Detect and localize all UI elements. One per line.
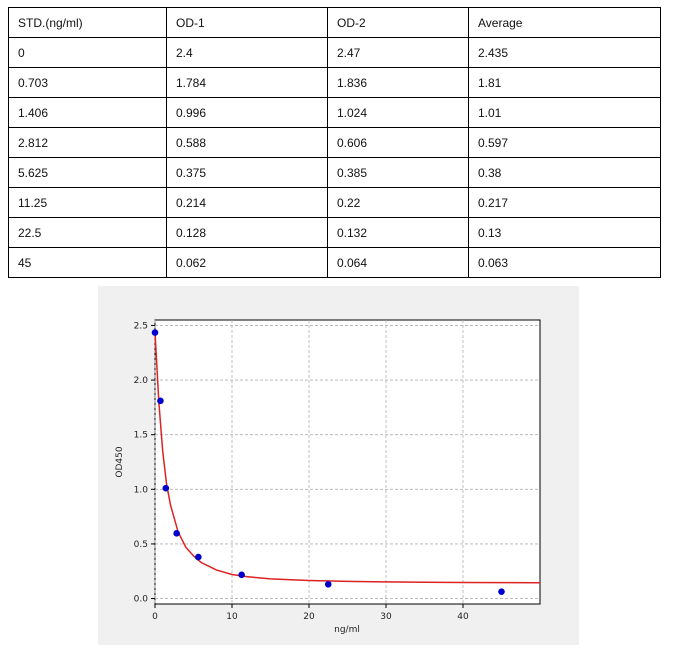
grid-lines <box>154 320 540 604</box>
x-axis-ticks: 0 10 20 30 40 <box>152 604 469 622</box>
table-row: 22.5 0.128 0.132 0.13 <box>8 217 661 248</box>
chart-svg: 0 10 20 30 40 0.0 0.5 1.0 1.5 2.0 2.5 ng/ml OD450 <box>115 319 541 635</box>
header-std: STD.(ng/ml) <box>8 7 167 38</box>
cell-average: 0.38 <box>468 157 661 188</box>
data-point <box>195 553 202 561</box>
data-point <box>162 484 170 492</box>
cell-std: 45 <box>8 247 167 278</box>
cell-average: 0.13 <box>468 217 661 248</box>
table-row: 11.25 0.214 0.22 0.217 <box>8 187 661 218</box>
x-tick-label: 0 <box>152 612 158 622</box>
cell-od2: 0.064 <box>327 247 469 278</box>
data-point <box>173 530 180 537</box>
cell-od1: 0.375 <box>166 157 328 188</box>
cell-average: 0.217 <box>468 187 661 218</box>
y-axis-ticks: 0.0 0.5 1.0 1.5 2.0 2.5 <box>134 321 155 605</box>
x-tick-label: 30 <box>380 612 392 622</box>
data-point <box>157 397 164 405</box>
y-tick-label: 2.0 <box>134 376 149 386</box>
cell-average: 1.81 <box>468 67 661 98</box>
cell-od1: 2.4 <box>166 37 328 68</box>
y-tick-label: 0.0 <box>134 595 149 605</box>
cell-od2: 0.132 <box>327 217 469 248</box>
y-tick-label: 1.5 <box>134 431 148 441</box>
cell-std: 0 <box>8 37 167 68</box>
table-row: 1.406 0.996 1.024 1.01 <box>8 97 661 128</box>
table-header-row: STD.(ng/ml) OD-1 OD-2 Average <box>8 7 661 38</box>
y-tick-label: 2.5 <box>134 321 148 331</box>
cell-od1: 1.784 <box>166 67 328 98</box>
table-row: 2.812 0.588 0.606 0.597 <box>8 127 661 158</box>
x-tick-label: 40 <box>457 612 469 622</box>
cell-od2: 1.024 <box>327 97 469 128</box>
header-od1: OD-1 <box>166 7 328 38</box>
data-point <box>498 588 505 595</box>
table-row: 0.703 1.784 1.836 1.81 <box>8 67 661 98</box>
cell-od2: 0.385 <box>327 157 469 188</box>
cell-std: 5.625 <box>8 157 167 188</box>
cell-od1: 0.128 <box>166 217 328 248</box>
cell-od1: 0.588 <box>166 127 328 158</box>
data-point <box>151 329 159 336</box>
header-od2: OD-2 <box>327 7 469 38</box>
cell-average: 2.435 <box>468 37 661 68</box>
y-tick-label: 0.5 <box>134 540 148 550</box>
cell-average: 1.01 <box>468 97 661 128</box>
cell-std: 11.25 <box>8 187 167 218</box>
cell-average: 0.063 <box>468 247 661 278</box>
x-tick-label: 10 <box>226 612 238 622</box>
cell-std: 22.5 <box>8 217 167 248</box>
table-row: 45 0.062 0.064 0.063 <box>8 247 661 278</box>
standard-curve-chart: 0 10 20 30 40 0.0 0.5 1.0 1.5 2.0 2.5 ng/ml OD450 <box>98 286 579 645</box>
cell-od2: 2.47 <box>327 37 469 68</box>
y-axis-label: OD450 <box>115 446 125 477</box>
cell-od1: 0.214 <box>166 187 328 218</box>
cell-std: 0.703 <box>8 67 167 98</box>
data-points <box>151 329 505 595</box>
x-tick-label: 20 <box>303 612 315 622</box>
cell-std: 2.812 <box>8 127 167 158</box>
table-row: 0 2.4 2.47 2.435 <box>8 37 661 68</box>
cell-od1: 0.996 <box>166 97 328 128</box>
data-point <box>324 581 332 588</box>
cell-std: 1.406 <box>8 97 167 128</box>
x-axis-label: ng/ml <box>334 625 360 635</box>
plot-area <box>154 319 541 605</box>
cell-od1: 0.062 <box>166 247 328 278</box>
data-point <box>238 571 245 579</box>
standard-curve-table: STD.(ng/ml) OD-1 OD-2 Average 0 2.4 2.47… <box>8 7 661 278</box>
cell-od2: 1.836 <box>327 67 469 98</box>
cell-od2: 0.606 <box>327 127 469 158</box>
cell-average: 0.597 <box>468 127 661 158</box>
cell-od2: 0.22 <box>327 187 469 218</box>
header-average: Average <box>468 7 661 38</box>
table-row: 5.625 0.375 0.385 0.38 <box>8 157 661 188</box>
y-tick-label: 1.0 <box>134 485 149 495</box>
